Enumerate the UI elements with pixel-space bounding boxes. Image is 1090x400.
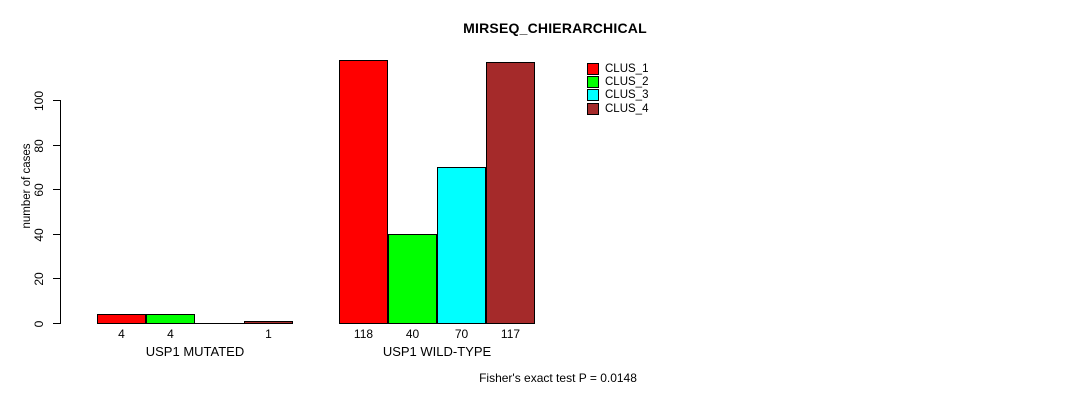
- y-axis-tick: [53, 234, 60, 235]
- bar-value-label: 70: [454, 327, 469, 341]
- legend-label: CLUS_3: [605, 89, 649, 102]
- y-axis-tick: [53, 323, 60, 324]
- legend-item-clus-3: CLUS_3: [587, 89, 648, 102]
- legend-color-swatch: [587, 76, 599, 89]
- y-axis-tick-label: 40: [32, 227, 46, 242]
- legend-item-clus-4: CLUS_4: [587, 102, 648, 115]
- y-axis-line: [60, 100, 61, 324]
- bar-clus-3-usp1-wild-type: [437, 167, 486, 324]
- legend: CLUS_1 CLUS_2 CLUS_3 CLUS_4: [587, 62, 648, 116]
- bar-clus-1-usp1-mutated: [97, 314, 146, 324]
- legend-color-swatch: [587, 89, 599, 102]
- legend-color-swatch: [587, 102, 599, 115]
- legend-label: CLUS_2: [605, 76, 649, 89]
- y-axis-tick: [53, 278, 60, 279]
- x-axis-group-label: USP1 MUTATED: [145, 344, 245, 359]
- legend-color-swatch: [587, 62, 599, 75]
- y-axis-tick-label: 80: [32, 138, 46, 153]
- bar-value-label: 117: [500, 327, 521, 341]
- bar-value-label: 118: [353, 327, 374, 341]
- fisher-test-caption: Fisher's exact test P = 0.0148: [479, 371, 637, 385]
- x-axis-group-label: USP1 WILD-TYPE: [382, 344, 492, 359]
- legend-item-clus-2: CLUS_2: [587, 75, 649, 89]
- y-axis-tick-label: 60: [32, 182, 46, 197]
- y-axis-tick: [53, 100, 60, 101]
- y-axis-tick-label: 20: [32, 271, 46, 286]
- y-axis-tick-label: 0: [32, 320, 46, 327]
- bar-clus-3-usp1-mutated: [195, 323, 244, 324]
- bar-clus-4-usp1-mutated: [244, 321, 293, 324]
- bar-value-label: 1: [265, 327, 272, 341]
- bar-clus-4-usp1-wild-type: [486, 62, 535, 324]
- y-axis-tick: [53, 145, 60, 146]
- bar-value-label: 4: [167, 327, 174, 341]
- y-axis-tick-label: 100: [32, 90, 46, 111]
- bar-value-label: 4: [118, 327, 125, 341]
- bar-clus-1-usp1-wild-type: [339, 60, 388, 324]
- y-axis-tick: [53, 189, 60, 190]
- legend-label: CLUS_1: [605, 62, 649, 75]
- legend-item-clus-1: CLUS_1: [587, 62, 648, 75]
- chart-title: MIRSEQ_CHIERARCHICAL: [463, 20, 647, 36]
- bar-clus-2-usp1-wild-type: [388, 234, 437, 324]
- legend-label: CLUS_4: [605, 102, 649, 115]
- bar-clus-2-usp1-mutated: [146, 314, 195, 324]
- bar-value-label: 40: [405, 327, 420, 341]
